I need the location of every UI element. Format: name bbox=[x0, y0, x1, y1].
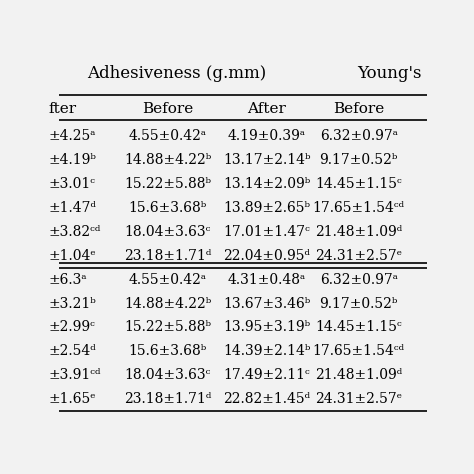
Text: 13.17±2.14ᵇ: 13.17±2.14ᵇ bbox=[223, 153, 310, 167]
Text: 21.48±1.09ᵈ: 21.48±1.09ᵈ bbox=[315, 225, 402, 239]
Text: 4.55±0.42ᵃ: 4.55±0.42ᵃ bbox=[128, 273, 207, 287]
Text: 6.32±0.97ᵃ: 6.32±0.97ᵃ bbox=[319, 129, 398, 143]
Text: 4.31±0.48ᵃ: 4.31±0.48ᵃ bbox=[228, 273, 306, 287]
Text: ±3.01ᶜ: ±3.01ᶜ bbox=[48, 177, 95, 191]
Text: Before: Before bbox=[142, 102, 193, 116]
Text: ±2.99ᶜ: ±2.99ᶜ bbox=[48, 320, 95, 335]
Text: 4.19±0.39ᵃ: 4.19±0.39ᵃ bbox=[228, 129, 306, 143]
Text: 4.55±0.42ᵃ: 4.55±0.42ᵃ bbox=[128, 129, 207, 143]
Text: ±1.04ᵉ: ±1.04ᵉ bbox=[48, 249, 96, 263]
FancyBboxPatch shape bbox=[59, 57, 427, 422]
Text: 17.65±1.54ᶜᵈ: 17.65±1.54ᶜᵈ bbox=[312, 201, 405, 215]
Text: ±1.65ᵉ: ±1.65ᵉ bbox=[48, 392, 96, 406]
Text: After: After bbox=[247, 102, 286, 116]
Text: 18.04±3.63ᶜ: 18.04±3.63ᶜ bbox=[125, 368, 211, 382]
Text: 6.32±0.97ᵃ: 6.32±0.97ᵃ bbox=[319, 273, 398, 287]
Text: ±2.54ᵈ: ±2.54ᵈ bbox=[48, 344, 96, 358]
Text: 22.82±1.45ᵈ: 22.82±1.45ᵈ bbox=[223, 392, 310, 406]
Text: 15.22±5.88ᵇ: 15.22±5.88ᵇ bbox=[124, 320, 211, 335]
Text: Young's: Young's bbox=[357, 65, 422, 82]
Text: 14.39±2.14ᵇ: 14.39±2.14ᵇ bbox=[223, 344, 310, 358]
Text: 18.04±3.63ᶜ: 18.04±3.63ᶜ bbox=[125, 225, 211, 239]
Text: 17.49±2.11ᶜ: 17.49±2.11ᶜ bbox=[223, 368, 310, 382]
Text: 13.95±3.19ᵇ: 13.95±3.19ᵇ bbox=[223, 320, 310, 335]
Text: ±3.21ᵇ: ±3.21ᵇ bbox=[48, 297, 96, 310]
Text: 9.17±0.52ᵇ: 9.17±0.52ᵇ bbox=[319, 297, 398, 310]
Text: 24.31±2.57ᵉ: 24.31±2.57ᵉ bbox=[315, 392, 402, 406]
Text: 17.01±1.47ᶜ: 17.01±1.47ᶜ bbox=[223, 225, 310, 239]
Text: 13.67±3.46ᵇ: 13.67±3.46ᵇ bbox=[223, 297, 310, 310]
Text: Adhesiveness (g.mm): Adhesiveness (g.mm) bbox=[87, 65, 266, 82]
Text: 22.04±0.95ᵈ: 22.04±0.95ᵈ bbox=[223, 249, 310, 263]
Text: 15.6±3.68ᵇ: 15.6±3.68ᵇ bbox=[128, 344, 207, 358]
Text: ±4.19ᵇ: ±4.19ᵇ bbox=[48, 153, 96, 167]
Text: fter: fter bbox=[48, 102, 76, 116]
Text: Before: Before bbox=[333, 102, 384, 116]
Text: ±1.47ᵈ: ±1.47ᵈ bbox=[48, 201, 96, 215]
Text: 14.88±4.22ᵇ: 14.88±4.22ᵇ bbox=[124, 297, 211, 310]
Text: ±3.91ᶜᵈ: ±3.91ᶜᵈ bbox=[48, 368, 101, 382]
Text: 14.88±4.22ᵇ: 14.88±4.22ᵇ bbox=[124, 153, 211, 167]
Text: 17.65±1.54ᶜᵈ: 17.65±1.54ᶜᵈ bbox=[312, 344, 405, 358]
Text: ±6.3ᵃ: ±6.3ᵃ bbox=[48, 273, 87, 287]
Text: 23.18±1.71ᵈ: 23.18±1.71ᵈ bbox=[124, 392, 211, 406]
Text: 24.31±2.57ᵉ: 24.31±2.57ᵉ bbox=[315, 249, 402, 263]
Text: 15.6±3.68ᵇ: 15.6±3.68ᵇ bbox=[128, 201, 207, 215]
Text: 9.17±0.52ᵇ: 9.17±0.52ᵇ bbox=[319, 153, 398, 167]
Text: ±3.82ᶜᵈ: ±3.82ᶜᵈ bbox=[48, 225, 100, 239]
Text: 13.14±2.09ᵇ: 13.14±2.09ᵇ bbox=[223, 177, 310, 191]
Text: ±4.25ᵃ: ±4.25ᵃ bbox=[48, 129, 96, 143]
Text: 21.48±1.09ᵈ: 21.48±1.09ᵈ bbox=[315, 368, 402, 382]
Text: 23.18±1.71ᵈ: 23.18±1.71ᵈ bbox=[124, 249, 211, 263]
Text: 13.89±2.65ᵇ: 13.89±2.65ᵇ bbox=[223, 201, 310, 215]
Text: 14.45±1.15ᶜ: 14.45±1.15ᶜ bbox=[315, 320, 402, 335]
Text: 15.22±5.88ᵇ: 15.22±5.88ᵇ bbox=[124, 177, 211, 191]
Text: 14.45±1.15ᶜ: 14.45±1.15ᶜ bbox=[315, 177, 402, 191]
